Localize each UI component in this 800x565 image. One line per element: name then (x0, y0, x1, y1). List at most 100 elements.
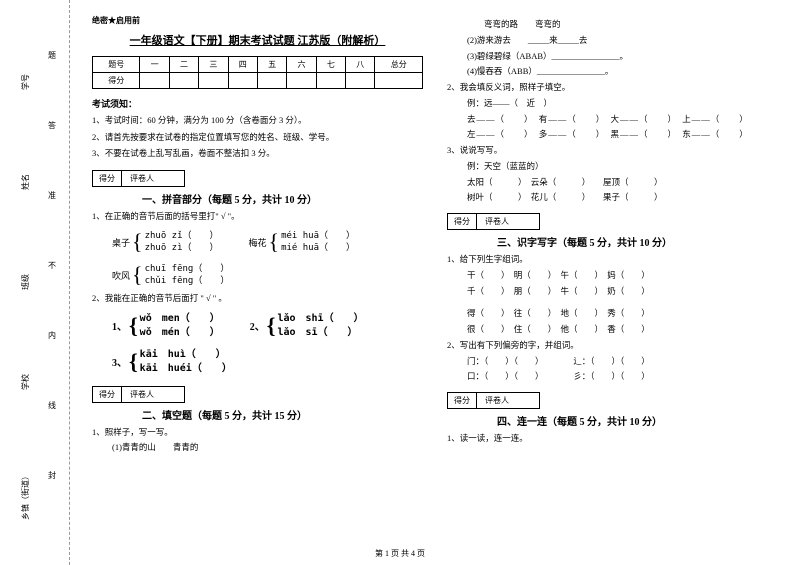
th: 三 (199, 57, 228, 73)
td[interactable] (228, 73, 257, 89)
grader-score: 得分 (93, 171, 122, 186)
fill-line[interactable]: 干（ ） 明（ ） 午（ ） 妈（ ） (467, 269, 778, 282)
q-text: 2、我能在正确的音节后面打 " √ " 。 (92, 292, 423, 305)
pinyin-option[interactable]: chǔi fēng（ ） (145, 275, 230, 288)
pinyin-group: 桌子 { zhuō zǐ（ ） zhuō zì（ ） (112, 230, 219, 255)
fill-line[interactable]: (4)慢吞吞（ABB）________________。 (467, 65, 778, 78)
seal-char: 不 (48, 260, 56, 271)
th: 七 (316, 57, 345, 73)
left-column: 绝密★启用前 一年级语文【下册】期末考试试题 江苏版（附解析） 题号 一 二 三… (80, 15, 435, 560)
secret-label: 绝密★启用前 (92, 15, 423, 26)
fill-line[interactable]: 口：（ ）（ ） 彡：（ ）（ ） (467, 370, 778, 383)
brace-icon: { (129, 351, 138, 373)
fill-line[interactable]: 树叶（ ） 花儿（ ） 果子（ ） (467, 191, 778, 204)
grader-person: 评卷人 (479, 393, 539, 408)
word-label: 吹风 (112, 269, 130, 282)
grader-box: 得分 评卷人 (92, 386, 185, 403)
brace-icon: { (269, 231, 280, 253)
td[interactable] (257, 73, 286, 89)
seal-char: 准 (48, 190, 56, 201)
pinyin-group: 1、 { wǒ men（ ） wǒ mén（ ） (112, 312, 220, 340)
pinyin-option[interactable]: wǒ men（ ） (140, 312, 220, 326)
margin-id: 学号 (20, 74, 31, 90)
pinyin-option[interactable]: lǎo sī（ ） (277, 326, 363, 340)
pinyin-option[interactable]: kāi huì（ ） (140, 348, 232, 362)
seal-char: 线 (48, 400, 56, 411)
grader-person: 评卷人 (124, 387, 184, 402)
pinyin-group: 吹风 { chuī fēng（ ） chǔi fēng（ ） (112, 263, 423, 288)
td[interactable] (287, 73, 316, 89)
notice-line: 2、请首先按要求在试卷的指定位置填写您的姓名、班级、学号。 (92, 131, 423, 145)
td[interactable] (316, 73, 345, 89)
table-row: 题号 一 二 三 四 五 六 七 八 总分 (93, 57, 423, 73)
grader-box: 得分 评卷人 (447, 213, 540, 230)
margin-town: 乡镇（街道） (20, 472, 31, 520)
pinyin-option[interactable]: zhuō zǐ（ ） (145, 230, 219, 243)
content-area: 绝密★启用前 一年级语文【下册】期末考试试题 江苏版（附解析） 题号 一 二 三… (70, 0, 800, 565)
pinyin-option[interactable]: kāi huéi（ ） (140, 362, 232, 376)
pinyin-option[interactable]: zhuō zì（ ） (145, 242, 219, 255)
example-text: 例：远——（ 近 ） (467, 97, 778, 110)
notice-head: 考试须知： (92, 97, 423, 110)
fill-line[interactable]: (3)碧绿碧绿（ABAB）________________。 (467, 50, 778, 63)
th: 二 (169, 57, 198, 73)
pinyin-group: 梅花 { méi huā（ ） mié huā（ ） (249, 230, 356, 255)
pinyin-option[interactable]: méi huā（ ） (281, 230, 355, 243)
brace-icon: { (267, 315, 276, 337)
binding-margin: 乡镇（街道） 学校 班级 姓名 学号 封 线 内 不 准 答 题 (0, 0, 70, 565)
th: 四 (228, 57, 257, 73)
margin-class: 班级 (20, 274, 31, 290)
q-text: 3、说说写写。 (447, 144, 778, 157)
fill-line[interactable]: (1)青青的山 青青的 (112, 441, 423, 454)
item-num: 1、 (112, 318, 127, 333)
pinyin-group: 3、 { kāi huì（ ） kāi huéi（ ） (112, 348, 423, 376)
brace-icon: { (129, 315, 138, 337)
th: 一 (140, 57, 169, 73)
q-text: 2、写出有下列偏旁的字，并组词。 (447, 339, 778, 352)
q-text: 1、读一读，连一连。 (447, 432, 778, 445)
grader-box: 得分 评卷人 (92, 170, 185, 187)
item-num: 3、 (112, 354, 127, 369)
seal-char: 内 (48, 330, 56, 341)
brace-icon: { (132, 264, 143, 286)
fill-line[interactable]: 太阳（ ） 云朵（ ） 屋顶（ ） (467, 176, 778, 189)
fill-line[interactable]: (2)游来游去 _____来_____去 (467, 34, 778, 47)
pinyin-option[interactable]: chuī fēng（ ） (145, 263, 230, 276)
right-column: 弯弯的路 弯弯的 (2)游来游去 _____来_____去 (3)碧绿碧绿（AB… (435, 15, 790, 560)
pinyin-option[interactable]: lǎo shī（ ） (277, 312, 363, 326)
fill-line[interactable]: 得（ ） 往（ ） 地（ ） 秀（ ） (467, 307, 778, 320)
q-text: 1、在正确的音节后面的括号里打" √ "。 (92, 210, 423, 223)
fill-line[interactable]: 门：（ ）（ ） 辶：（ ）（ ） (467, 355, 778, 368)
fill-line[interactable]: 很（ ） 住（ ） 他（ ） 香（ ） (467, 323, 778, 336)
td[interactable] (169, 73, 198, 89)
part1-title: 一、拼音部分（每题 5 分，共计 10 分） (142, 191, 423, 206)
word-label: 梅花 (249, 236, 267, 249)
grader-box: 得分 评卷人 (447, 392, 540, 409)
fill-line[interactable]: 去——（ ） 有——（ ） 大——（ ） 上——（ ） (467, 113, 778, 126)
th: 八 (346, 57, 375, 73)
td[interactable] (199, 73, 228, 89)
item-num: 2、 (250, 318, 265, 333)
td[interactable] (375, 73, 423, 89)
th: 总分 (375, 57, 423, 73)
part3-title: 三、识字写字（每题 5 分，共计 10 分） (497, 234, 778, 249)
grader-score: 得分 (448, 214, 477, 229)
td[interactable] (346, 73, 375, 89)
td[interactable] (140, 73, 169, 89)
part2-title: 二、填空题（每题 5 分，共计 15 分） (142, 407, 423, 422)
pinyin-option[interactable]: mié huā（ ） (281, 242, 355, 255)
fill-line[interactable]: 千（ ） 朋（ ） 牛（ ） 奶（ ） (467, 285, 778, 298)
margin-name: 姓名 (20, 174, 31, 190)
th: 题号 (93, 57, 140, 73)
fill-line[interactable]: 弯弯的路 弯弯的 (467, 18, 778, 31)
example-text: 例：天空（蓝蓝的） (467, 160, 778, 173)
grader-score: 得分 (448, 393, 477, 408)
fill-line[interactable]: 左——（ ） 多——（ ） 黑——（ ） 东——（ ） (467, 128, 778, 141)
part4-title: 四、连一连（每题 5 分，共计 10 分） (497, 413, 778, 428)
grader-score: 得分 (93, 387, 122, 402)
q-text: 2、我会填反义词，照样子填空。 (447, 81, 778, 94)
pinyin-option[interactable]: wǒ mén（ ） (140, 326, 220, 340)
grader-person: 评卷人 (124, 171, 184, 186)
exam-page: 乡镇（街道） 学校 班级 姓名 学号 封 线 内 不 准 答 题 绝密★启用前 … (0, 0, 800, 565)
grader-person: 评卷人 (479, 214, 539, 229)
